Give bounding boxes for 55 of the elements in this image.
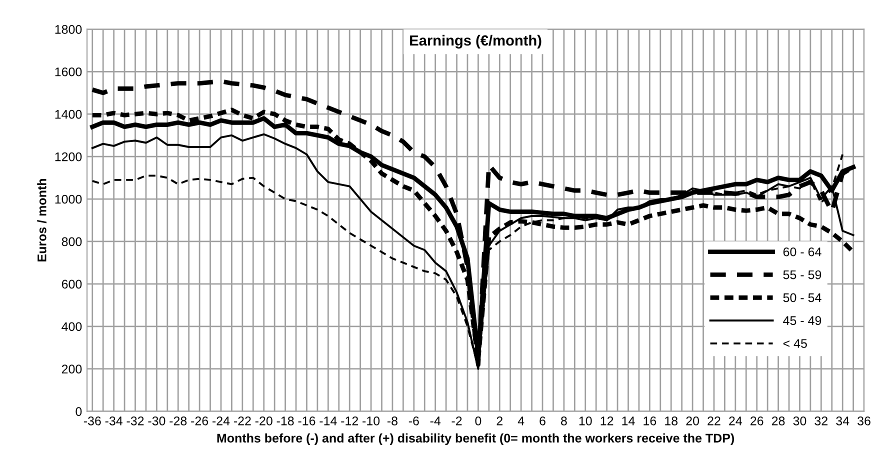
x-tick-label: -28 [170,416,187,426]
x-tick-label: 14 [622,416,635,426]
x-tick-label: -10 [362,416,380,426]
y-tick-label: 1600 [55,67,82,76]
x-tick-label: 20 [686,416,700,426]
x-tick-label: 10 [579,416,592,426]
x-tick-label: -22 [234,416,251,426]
y-tick-label: 600 [62,280,82,289]
legend-label: 55 - 59 [783,270,822,280]
x-tick-label: 6 [540,416,546,426]
y-tick-label: 1800 [55,24,82,34]
legend-label: 50 - 54 [783,293,822,302]
x-tick-label: 34 [836,416,850,426]
x-tick-label: -36 [84,416,101,426]
x-tick-label: -30 [148,416,166,426]
x-tick-label: 2 [496,416,502,426]
x-tick-label: -14 [320,416,337,426]
x-tick-label: -2 [452,416,462,426]
x-tick-label: -18 [276,416,294,426]
x-tick-label: 28 [772,416,785,426]
x-tick-label: 12 [600,416,614,426]
x-tick-label: 32 [814,416,828,426]
x-tick-label: -24 [212,416,230,426]
x-tick-label: -8 [387,416,398,426]
x-tick-label: -4 [430,416,441,426]
x-tick-label: 4 [518,416,524,426]
x-tick-label: 36 [858,416,870,426]
x-tick-label: -34 [105,416,122,426]
y-tick-label: 200 [62,364,82,374]
y-tick-label: 1000 [55,194,82,204]
x-tick-label: -12 [341,416,358,426]
chart-title: Earnings (€/month) [410,34,542,49]
y-tick-label: 1200 [55,152,82,162]
x-tick-label: 24 [729,416,742,426]
x-tick-label: -16 [298,416,316,426]
x-tick-label: -26 [191,416,208,426]
legend-label: 60 - 64 [783,247,822,256]
y-axis-title: Euros / month [37,179,46,262]
legend-label: 45 - 49 [783,316,822,326]
x-tick-label: 30 [793,416,806,426]
x-tick-label: 22 [708,416,720,426]
y-tick-label: 1400 [55,110,82,119]
x-tick-label: -32 [126,416,144,426]
x-tick-label: 0 [475,416,482,426]
y-tick-label: 0 [76,407,82,416]
x-tick-label: -6 [408,416,419,426]
y-tick-label: 800 [62,237,82,246]
x-tick-label: -20 [255,416,272,426]
x-tick-label: 26 [750,416,764,426]
legend-label: < 45 [783,339,807,348]
x-axis-title: Months before (-) and after (+) disability benefit (0= month the workers receive the TDP) [217,433,734,446]
x-tick-label: 16 [644,416,656,426]
x-tick-label: 8 [561,416,567,426]
y-tick-label: 400 [62,322,82,332]
x-tick-label: 18 [665,416,678,426]
